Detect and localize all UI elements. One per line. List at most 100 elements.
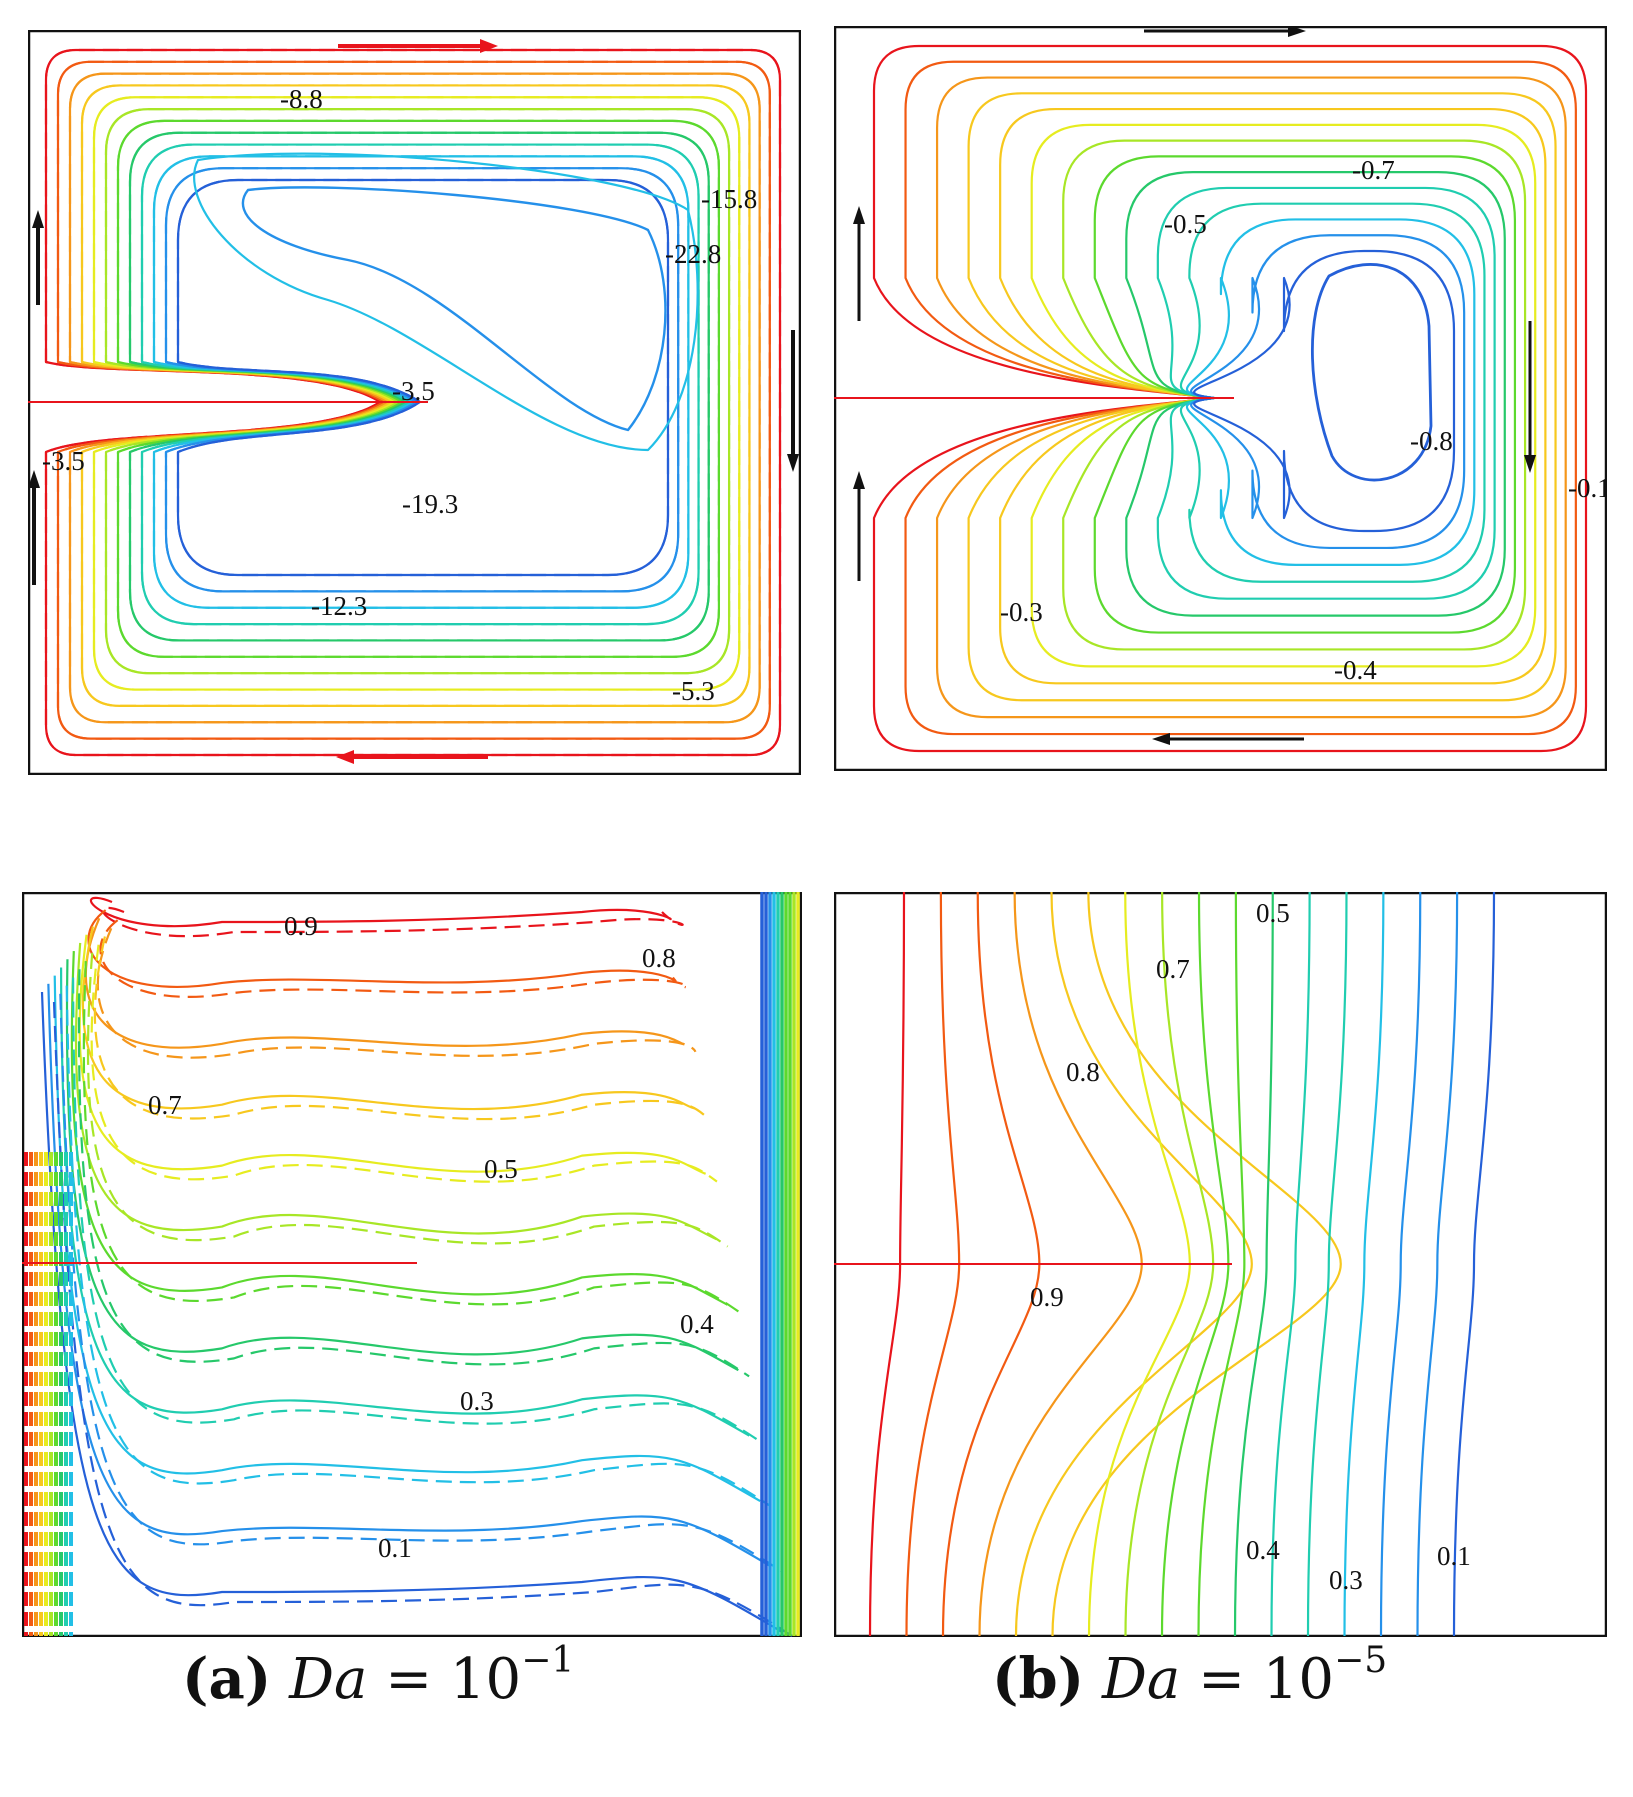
panel-isotherms-da-1e-5: 0.5 0.7 0.8 0.9 0.4 0.3 0.1 (834, 892, 1607, 1637)
contour-line (1186, 218, 1476, 566)
streamline-plot-b: -0.7 -0.5 -0.8 -0.1 -0.3 -0.4 (834, 26, 1607, 771)
dashed-contour (93, 936, 707, 1121)
caption-b-exponent: −5 (1334, 1640, 1388, 1681)
streamline-contours-a (44, 48, 782, 757)
contour-line (1452, 892, 1496, 1637)
contour-line (1379, 892, 1422, 1637)
contour-line (74, 942, 718, 1241)
contour-line (1270, 892, 1311, 1637)
contour-line (78, 934, 707, 1175)
contour-line (241, 186, 667, 432)
contour-label: 0.9 (1030, 1282, 1064, 1312)
contour-label: 0.8 (1066, 1057, 1100, 1087)
caption-b-equals: = 10 (1198, 1647, 1335, 1712)
dashed-contour (152, 155, 690, 609)
contour-line (1125, 171, 1506, 617)
contour-label: 0.4 (1246, 1535, 1280, 1565)
dashed-contour (59, 993, 782, 1573)
dashed-contour (96, 927, 697, 1059)
contour-label: -0.3 (1000, 597, 1043, 627)
contour-label: 0.3 (1329, 1565, 1363, 1595)
contour-line (1051, 892, 1342, 1637)
contour-label: -0.8 (1410, 426, 1453, 456)
dashed-contour (52, 1001, 793, 1637)
contour-label: -15.8 (701, 184, 757, 214)
panel-streamlines-da-1e-1: -8.8 -15.8 -22.8 -3.5 -3.5 -19.3 -12.3 -… (28, 30, 801, 775)
panel-isotherms-da-1e-1: 0.9 0.8 0.7 0.5 0.4 0.3 0.1 (22, 892, 802, 1637)
contour-line (1343, 892, 1385, 1637)
contour-line (1233, 892, 1274, 1637)
dashed-contour (104, 107, 731, 675)
contour-label: 0.8 (642, 943, 676, 973)
dashed-contour (82, 961, 739, 1313)
contour-line (53, 975, 761, 1503)
caption-b: (b) Da = 10−5 (992, 1640, 1387, 1712)
caption-a-tag: (a) (182, 1646, 272, 1712)
flow-arrows-b (853, 26, 1536, 745)
isotherm-contours-a (40, 896, 793, 1637)
contour-line (904, 60, 1577, 736)
contour-line (872, 44, 1588, 753)
contour-label: -3.5 (42, 446, 85, 476)
contour-line (1197, 892, 1246, 1637)
caption-b-tag: (b) (992, 1646, 1085, 1712)
dashed-contour (102, 906, 684, 938)
contour-label: 0.4 (680, 1309, 714, 1339)
contour-label: -19.3 (402, 489, 458, 519)
contour-line (1416, 892, 1459, 1637)
cold-wall-layer (760, 892, 800, 1636)
dashed-contour (86, 952, 729, 1248)
panel-streamlines-da-1e-5: -0.7 -0.5 -0.8 -0.1 -0.3 -0.4 (834, 26, 1607, 771)
dashed-contour (90, 944, 718, 1183)
contour-label: -22.8 (665, 239, 721, 269)
contour-line (70, 951, 728, 1306)
dashed-contour (164, 167, 680, 593)
dashed-contour (80, 84, 751, 708)
contour-label: -0.7 (1352, 155, 1395, 185)
contour-label: 0.5 (1256, 898, 1290, 928)
dashed-contour (176, 178, 670, 577)
contour-label: 0.3 (460, 1386, 494, 1416)
caption-a-equals: = 10 (385, 1647, 522, 1712)
contour-label: -0.4 (1334, 655, 1377, 685)
dashed-contour (140, 143, 700, 626)
contour-label: -3.5 (392, 376, 435, 406)
contour-label: 0.1 (378, 1533, 412, 1563)
contour-line (84, 917, 685, 1049)
contour-line (1093, 155, 1517, 634)
caption-b-variable: Da (1101, 1647, 1181, 1712)
hot-wall-layer (24, 1152, 73, 1636)
contour-labels-d: 0.5 0.7 0.8 0.9 0.4 0.3 0.1 (1030, 898, 1471, 1595)
contour-label: 0.9 (284, 911, 318, 941)
dashed-contour (77, 969, 750, 1378)
contour-line (1311, 263, 1433, 482)
contour-line (967, 92, 1557, 702)
contour-label: -5.3 (672, 676, 715, 706)
contour-line (193, 152, 699, 452)
contour-line (87, 909, 677, 988)
contour-label: 0.7 (148, 1090, 182, 1120)
isotherm-plot-b: 0.5 0.7 0.8 0.9 0.4 0.3 0.1 (834, 892, 1607, 1637)
contour-line (999, 107, 1547, 685)
flow-arrows-a (28, 39, 799, 764)
contour-label: -0.5 (1164, 209, 1207, 239)
streamline-plot-a: -8.8 -15.8 -22.8 -3.5 -3.5 -19.3 -12.3 -… (28, 30, 801, 775)
dashed-contour (128, 131, 710, 642)
dashed-contour (71, 977, 761, 1443)
isotherm-plot-a: 0.9 0.8 0.7 0.5 0.4 0.3 0.1 (22, 892, 802, 1637)
contour-label: 0.7 (1156, 954, 1190, 984)
contour-labels-b: -0.7 -0.5 -0.8 -0.1 -0.3 -0.4 (1000, 155, 1607, 685)
dashed-contour (99, 919, 689, 998)
contour-label: -0.1 (1568, 473, 1607, 503)
caption-a: (a) Da = 10−1 (182, 1640, 574, 1712)
contour-line (1156, 186, 1496, 600)
caption-a-variable: Da (289, 1647, 368, 1712)
contour-labels-a: -8.8 -15.8 -22.8 -3.5 -3.5 -19.3 -12.3 -… (42, 84, 757, 706)
dashed-contour (65, 985, 772, 1508)
contour-line (1062, 139, 1527, 651)
contour-labels-c: 0.9 0.8 0.7 0.5 0.4 0.3 0.1 (148, 911, 714, 1563)
contour-label: 0.5 (484, 1154, 518, 1184)
contour-label: -12.3 (311, 591, 367, 621)
contour-line (1190, 234, 1466, 550)
contour-line (81, 926, 695, 1111)
